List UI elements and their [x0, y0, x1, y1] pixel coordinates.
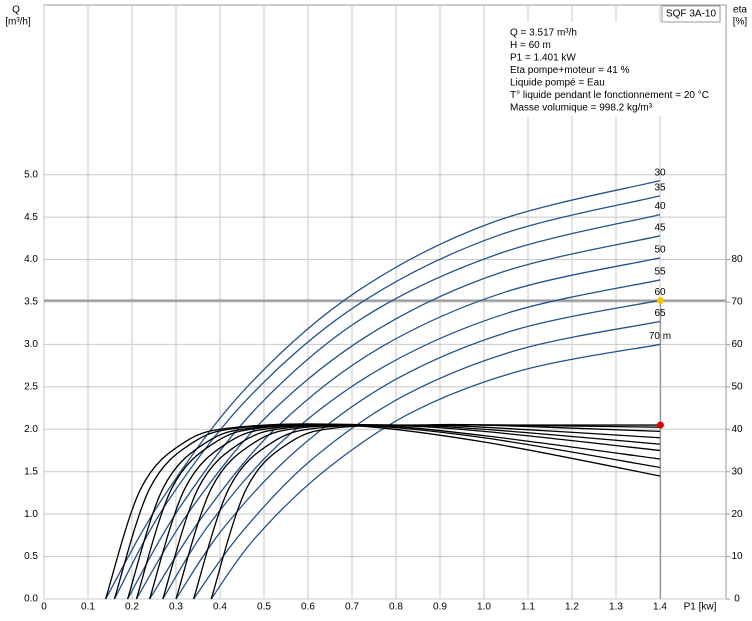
y2-tick-label: 60 [731, 339, 743, 350]
x-tick-label: 1.0 [477, 602, 491, 613]
curve-label: 65 [654, 308, 666, 319]
x-tick-label: 1.3 [609, 602, 623, 613]
y-tick-label: 3.5 [24, 297, 38, 308]
eta-curve [113, 423, 661, 600]
y-tick-label: 2.5 [24, 381, 38, 392]
flow-curve [175, 299, 661, 600]
info-line: Eta pompe+moteur = 41 % [510, 65, 630, 76]
y-tick-label: 3.0 [24, 339, 38, 350]
info-box [505, 22, 721, 116]
y-tick-label: 0.5 [24, 551, 38, 562]
flow-curve [149, 257, 661, 600]
duty-point-eta [656, 421, 664, 429]
x-tick-label: 0.3 [169, 602, 183, 613]
y-axis-unit: [m³/h] [5, 17, 31, 28]
y2-tick-label: 40 [731, 424, 743, 435]
x-axis-label: P1 [kw] [684, 602, 717, 613]
flow-curve [193, 320, 661, 600]
flow-curve [135, 235, 661, 600]
duty-point-q [656, 297, 664, 305]
y2-tick-label: 20 [731, 509, 743, 520]
y-tick-label: 4.0 [24, 254, 38, 265]
curve-label: 45 [654, 222, 666, 233]
curve-label: 40 [654, 201, 666, 212]
eta-curve [162, 424, 661, 600]
x-tick-label: 0.7 [345, 602, 359, 613]
info-line: Masse volumique = 998.2 kg/m³ [510, 103, 653, 114]
curve-label: 55 [654, 267, 666, 278]
curve-label: 30 [654, 167, 666, 178]
x-tick-label: 1.1 [521, 602, 535, 613]
eta-curve [135, 424, 661, 600]
curve-label: 50 [654, 245, 666, 256]
flow-curve [113, 195, 661, 600]
x-tick-label: 0.5 [257, 602, 271, 613]
y2-tick-label: 80 [731, 254, 743, 265]
y-tick-label: 5.0 [24, 169, 38, 180]
curve-label: 60 [654, 287, 666, 298]
info-line: P1 = 1.401 kW [510, 53, 576, 64]
y-tick-label: 0.0 [24, 594, 38, 605]
eta-curve [148, 424, 661, 600]
x-tick-label: 0.1 [81, 602, 95, 613]
x-tick-label: 0.6 [301, 602, 315, 613]
x-tick-label: 0.8 [389, 602, 403, 613]
info-line: H = 60 m [510, 40, 551, 51]
y2-tick-label: 50 [731, 381, 743, 392]
y2-axis-label: eta [733, 5, 747, 16]
info-line: Q = 3.517 m³/h [510, 28, 577, 39]
y-axis-label: Q [12, 5, 20, 16]
y-tick-label: 2.0 [24, 424, 38, 435]
y-tick-label: 1.0 [24, 509, 38, 520]
y2-axis-unit: [%] [733, 17, 748, 28]
curve-label: 70 m [649, 331, 671, 342]
eta-curve [210, 424, 660, 600]
chart-title: SQF 3A-10 [666, 9, 716, 20]
y2-tick-label: 30 [731, 466, 743, 477]
x-tick-label: 0 [41, 602, 47, 613]
x-tick-label: 1.2 [565, 602, 579, 613]
y2-tick-label: 0 [734, 594, 740, 605]
flow-curve [162, 279, 661, 600]
y2-tick-label: 10 [731, 551, 743, 562]
x-tick-label: 1.4 [653, 602, 667, 613]
flow-curve [127, 213, 661, 600]
x-tick-label: 0.2 [125, 602, 139, 613]
x-tick-label: 0.4 [213, 602, 227, 613]
y2-tick-label: 70 [731, 297, 743, 308]
info-line: Liquide pompé = Eau [510, 78, 605, 89]
x-tick-label: 0.9 [433, 602, 447, 613]
y-tick-label: 4.5 [24, 212, 38, 223]
info-line: T° liquide pendant le fonctionnement = 2… [510, 90, 709, 101]
title-box [661, 5, 721, 23]
y-tick-label: 1.5 [24, 466, 38, 477]
flow-curve [105, 180, 661, 600]
curve-label: 35 [654, 183, 666, 194]
